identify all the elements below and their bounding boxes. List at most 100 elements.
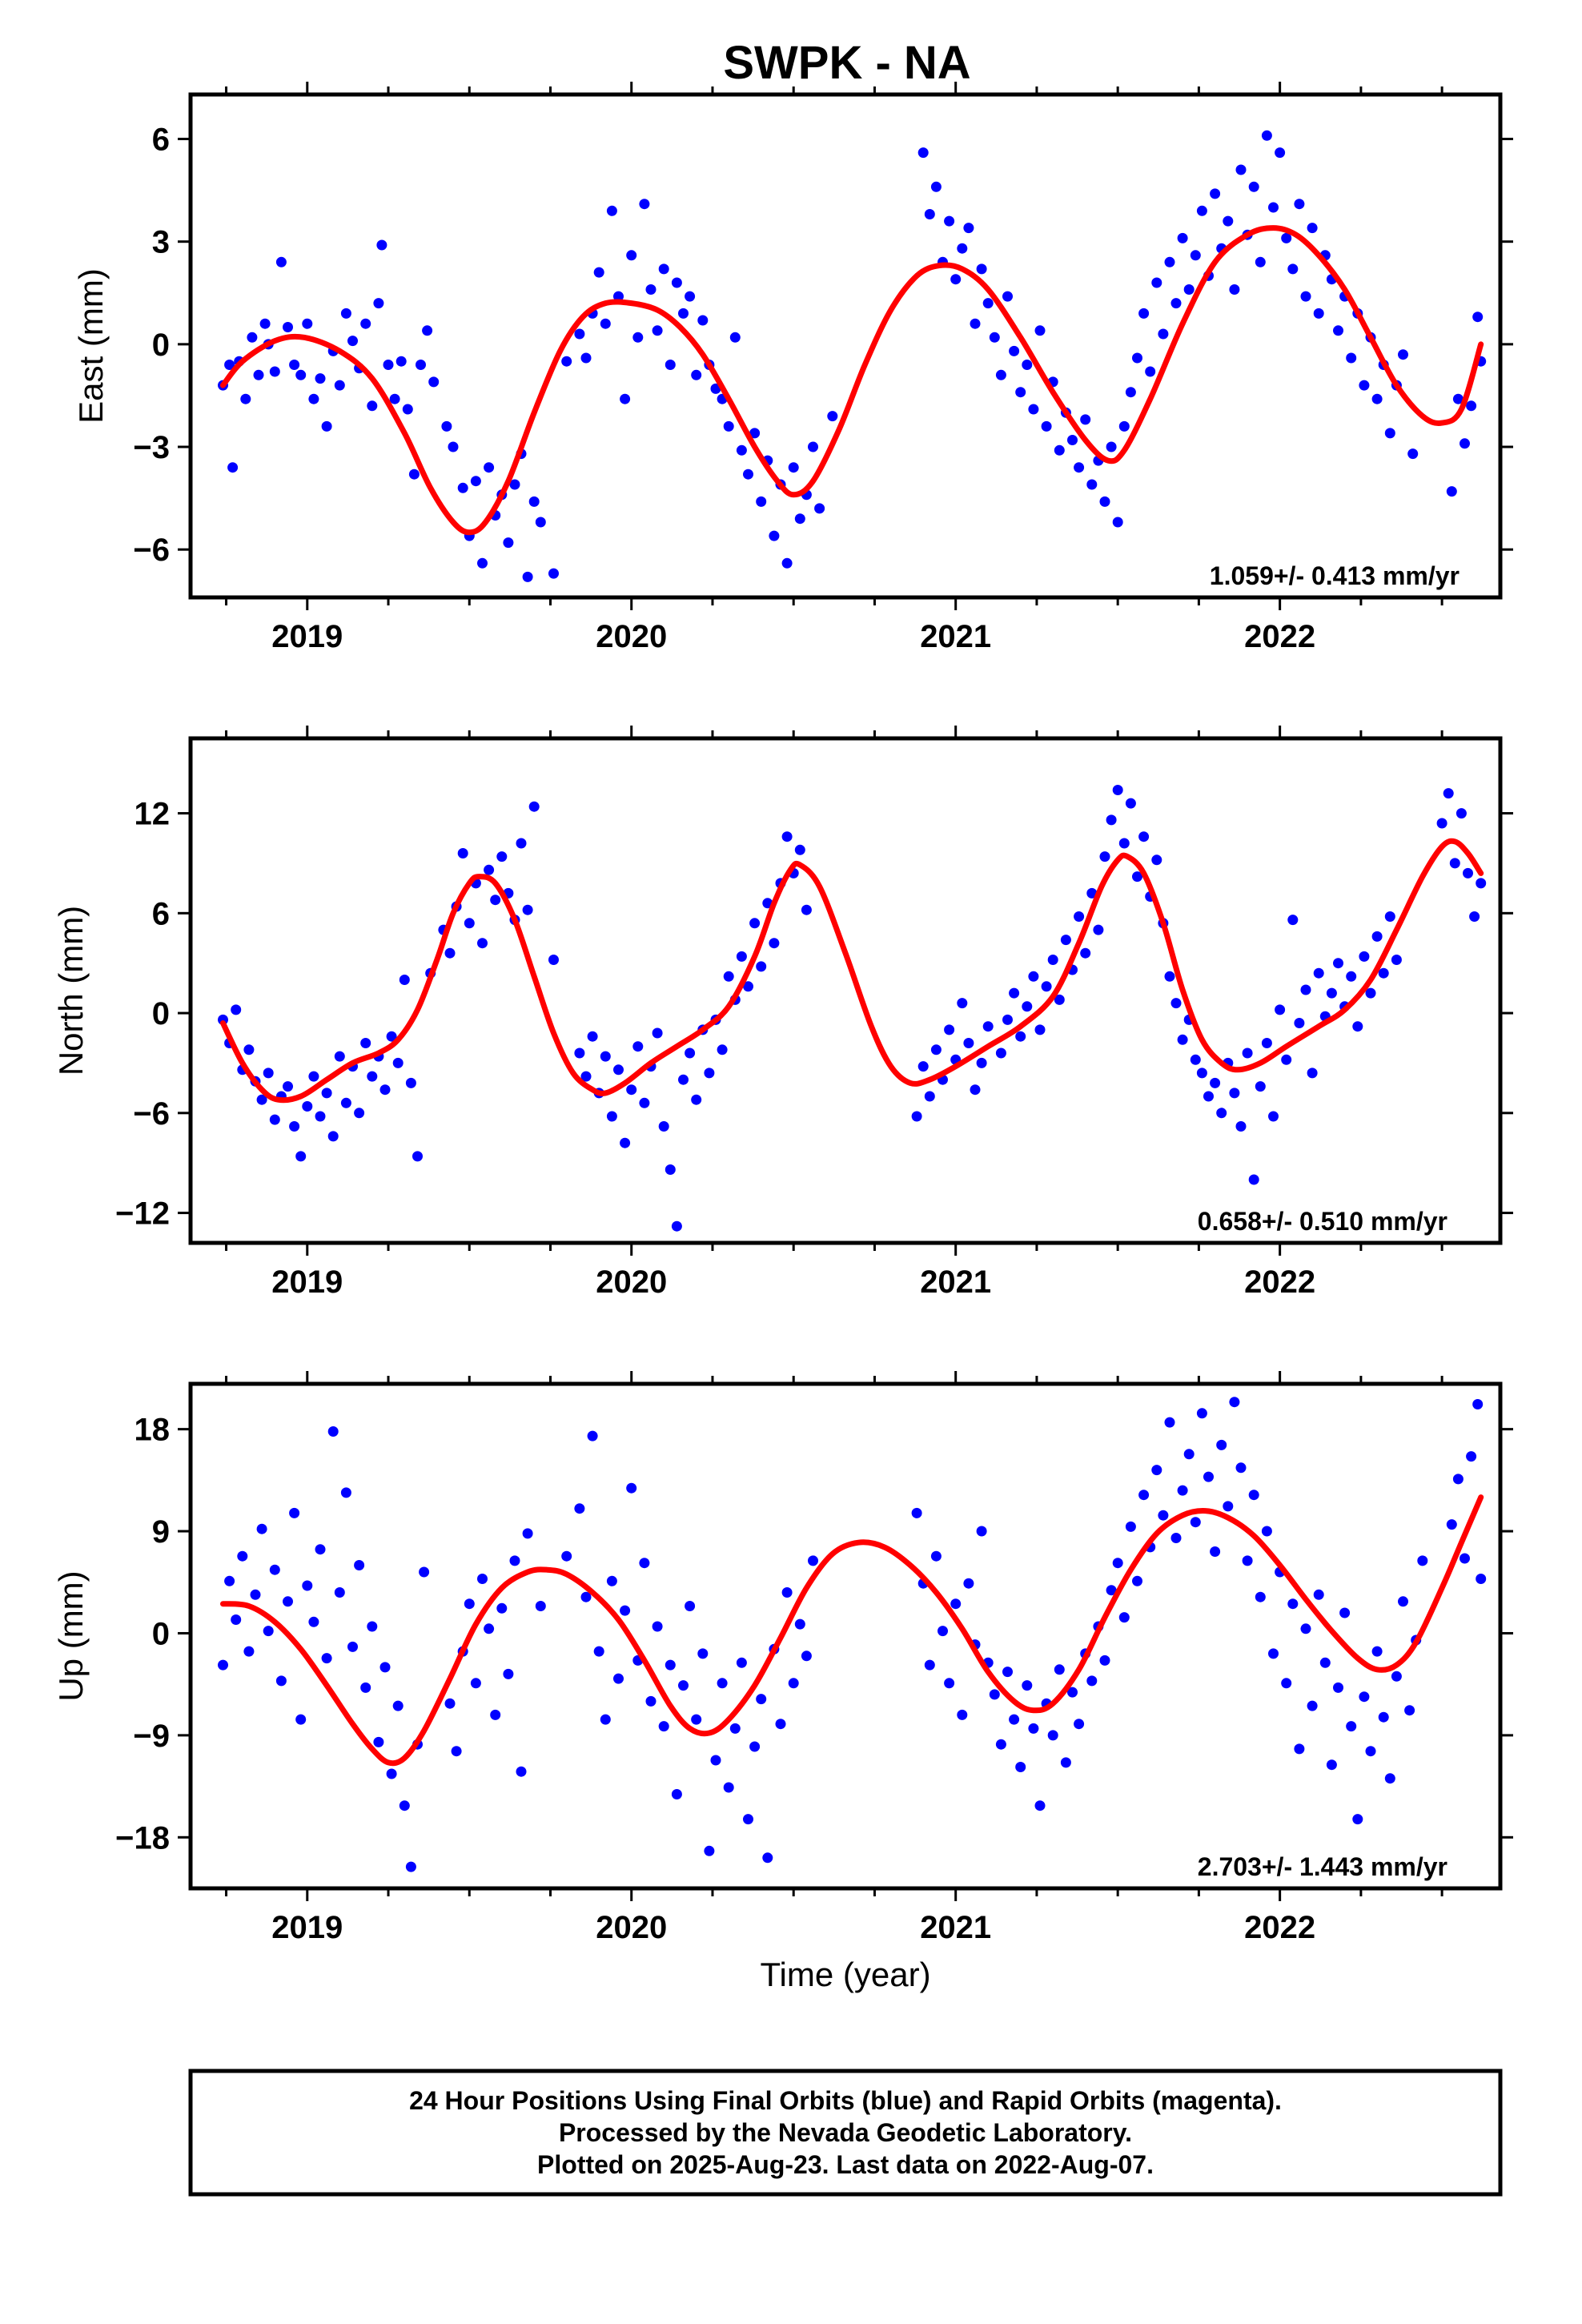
up-data-point [1074,1719,1085,1730]
up-data-point [1164,1417,1175,1428]
north-data-point [516,838,527,849]
east-data-point [561,356,572,367]
up-data-point [613,1673,624,1684]
up-xtick-label: 2021 [920,1910,991,1945]
east-rate-label: 1.059+/- 0.413 mm/yr [1210,561,1460,590]
up-data-point [749,1741,761,1752]
north-data-point [379,1084,391,1096]
up-ylabel: Up (mm) [52,1570,90,1701]
east-data-point [396,356,407,367]
up-data-point [1099,1655,1110,1666]
up-data-point [419,1566,430,1578]
up-data-point [509,1555,520,1566]
up-data-point [1203,1471,1214,1482]
east-data-point [441,420,452,432]
east-data-point [723,420,734,432]
north-data-point [528,801,540,812]
up-frame [188,1381,1503,1891]
up-data-point [1333,1682,1343,1693]
up-data-point [1460,1553,1470,1564]
north-data-point [917,1061,929,1072]
north-data-point [1054,994,1065,1005]
north-data-point [1294,1018,1305,1028]
east-data-point [1359,380,1370,391]
up-data-point [1086,1675,1098,1687]
up-data-point [697,1648,709,1659]
north-data-point [1255,1081,1266,1092]
up-data-point [1242,1555,1253,1566]
up-data-point [930,1550,942,1562]
north-data-point [496,851,508,862]
north-xtick-label: 2021 [920,1265,991,1300]
north-data-point [1436,818,1447,829]
east-data-point [1190,250,1201,261]
up-data-point [1398,1596,1408,1607]
east-data-point [321,420,332,432]
north-data-point [1463,867,1473,879]
up-data-point [321,1653,332,1664]
east-data-point [678,308,689,319]
up-ytick-label: −18 [115,1820,170,1856]
up-data-point [606,1575,617,1586]
up-data-point [1307,1700,1318,1711]
east-ticks: 2019 2020 2021 2022 −6 −3 0 3 6 [133,82,1513,654]
east-data-point [422,325,433,336]
north-data-point [464,918,475,929]
north-data-point [970,1084,981,1096]
up-data-point [1294,1743,1305,1755]
north-data-point [1086,887,1098,899]
east-data-point [340,308,351,319]
east-data-point [671,277,682,288]
up-data-point [944,1678,955,1689]
north-data-point [1138,831,1150,842]
up-data-point [788,1678,799,1689]
north-data-point [1313,967,1324,979]
north-data-point [580,1071,592,1082]
up-data-point [1365,1746,1376,1757]
east-data-point [930,181,942,192]
east-ytick-label: 6 [152,123,170,158]
north-data-point [308,1071,319,1082]
up-data-point [1255,1591,1266,1602]
north-marks [218,785,1487,1232]
north-data-point [632,1041,644,1052]
up-data-point [243,1646,255,1657]
east-data-point [1398,349,1408,360]
east-data-point [645,284,656,295]
east-data-point [347,336,358,347]
north-data-point [1443,788,1454,799]
north-data-point [736,951,747,962]
north-data-point [1118,838,1130,849]
up-data-point [671,1789,682,1799]
north-data-point [340,1097,351,1108]
north-data-point [1170,998,1182,1009]
up-data-point [1112,1558,1123,1569]
east-data-point [269,366,280,377]
north-data-point [1359,951,1370,962]
east-data-point [1145,366,1156,377]
north-xtick-label: 2019 [271,1265,343,1300]
north-data-point [263,1068,274,1079]
east-data-point [1170,298,1182,309]
up-data-point [911,1507,922,1518]
north-data-point [749,918,761,929]
up-data-point [405,1861,416,1872]
east-data-point [477,557,488,569]
up-data-point [924,1659,935,1671]
north-data-point [243,1044,255,1055]
east-data-point [652,325,663,336]
north-data-point [412,1151,423,1162]
east-ytick-label: −6 [133,533,170,568]
up-data-point [658,1721,669,1732]
east-data-point [334,380,345,391]
up-data-point [1229,1397,1240,1408]
north-ylabel: North (mm) [52,906,90,1076]
up-data-point [283,1596,293,1607]
up-data-point [218,1659,228,1671]
east-xtick-label: 2020 [596,619,667,654]
east-data-point [924,209,935,219]
north-data-point [1469,911,1480,922]
north-data-point [781,831,793,842]
east-data-point [995,369,1006,380]
up-data-point [1371,1646,1383,1657]
